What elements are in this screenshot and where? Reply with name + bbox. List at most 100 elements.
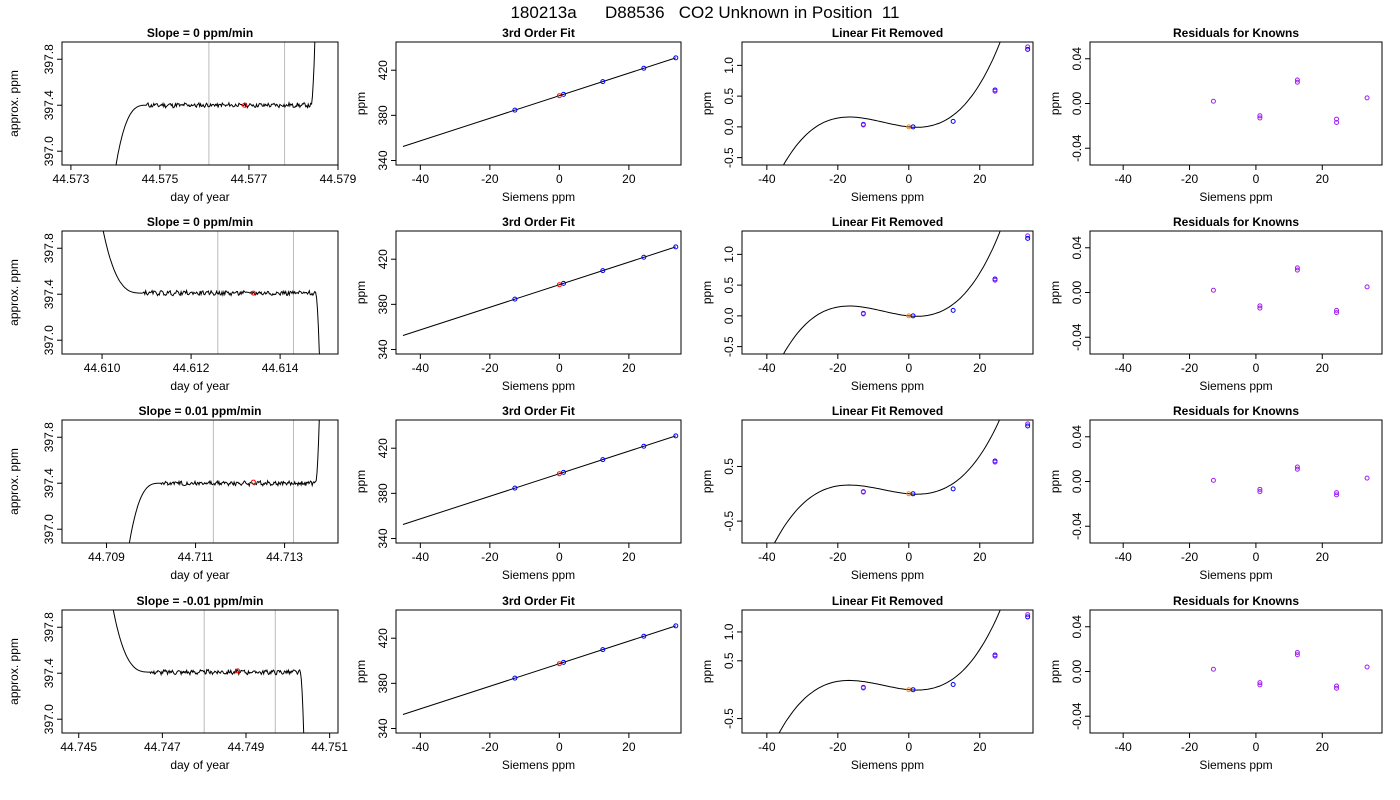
plot-data — [1210, 77, 1370, 126]
data-point — [1334, 310, 1340, 316]
data-point — [561, 280, 567, 286]
x-tick-label: -20 — [829, 361, 847, 375]
x-tick-label: -20 — [481, 550, 499, 564]
x-tick-label: 0 — [556, 172, 563, 186]
panel-2-2: 3rd Order Fit -40 -20 0 20 340 380 420 Siemens p… — [354, 215, 682, 393]
x-tick-label: 20 — [622, 740, 636, 754]
data-point — [600, 457, 606, 463]
data-point — [556, 661, 562, 667]
x-tick-label: 20 — [973, 172, 987, 186]
y-tick-label: 0.0 — [722, 118, 736, 135]
panel-title: Slope = 0 ppm/min — [147, 26, 253, 40]
y-tick-label: 397.0 — [42, 136, 56, 166]
x-tick-label: -40 — [758, 740, 776, 754]
panel-3-4: Residuals for Knowns -40 -20 0 20 -0.04 0.00 0.… — [1048, 404, 1383, 582]
y-tick-label: 420 — [376, 628, 390, 648]
x-tick-label: -40 — [412, 172, 430, 186]
data-point — [1334, 120, 1340, 126]
plot-frame — [1089, 419, 1383, 544]
data-trace — [115, 42, 316, 165]
data-point — [1257, 303, 1263, 309]
y-tick-label: -0.5 — [722, 336, 736, 357]
plot-data — [115, 42, 316, 165]
y-tick-label: 0.00 — [1070, 469, 1084, 493]
x-tick-label: 0 — [905, 361, 912, 375]
x-tick-label: 0 — [556, 361, 563, 375]
x-tick-label: -40 — [1115, 740, 1133, 754]
x-tick-label: 20 — [973, 361, 987, 375]
y-tick-label: 0.5 — [722, 652, 736, 669]
x-tick-label: -20 — [1181, 550, 1199, 564]
data-point — [1334, 116, 1340, 122]
data-point — [641, 443, 647, 449]
data-point — [673, 55, 679, 61]
x-tick-label: 0 — [556, 550, 563, 564]
x-axis-label: day of year — [170, 568, 229, 582]
data-point — [1334, 685, 1340, 691]
data-point — [860, 489, 866, 495]
data-point — [1257, 113, 1263, 119]
x-tick-label: 0 — [556, 740, 563, 754]
data-point — [950, 486, 956, 492]
y-tick-label: 397.0 — [42, 514, 56, 544]
data-point — [1294, 265, 1300, 271]
data-point — [860, 311, 866, 317]
panel-title: Slope = 0 ppm/min — [147, 215, 253, 229]
cubic-curve — [782, 231, 1001, 354]
y-tick-label: 397.0 — [42, 325, 56, 355]
y-axis-label: approx. ppm — [7, 638, 21, 705]
y-tick-label: 397.4 — [42, 468, 56, 498]
y-tick-label: 340 — [376, 528, 390, 548]
y-axis-label: ppm — [354, 92, 368, 115]
plot-frame — [741, 230, 1034, 355]
y-tick-label: -0.04 — [1070, 134, 1084, 162]
data-point — [1364, 95, 1370, 101]
x-tick-label: 0 — [1253, 740, 1260, 754]
data-point — [1294, 652, 1300, 658]
panel-title: 3rd Order Fit — [502, 26, 575, 40]
data-point — [1294, 464, 1300, 470]
plot-data — [402, 623, 679, 715]
x-tick-label: 0 — [1253, 361, 1260, 375]
data-point — [512, 107, 518, 113]
x-axis-label: Siemens ppm — [851, 568, 924, 582]
y-axis-label: ppm — [1048, 92, 1062, 115]
data-point — [1294, 649, 1300, 655]
plot-frame — [61, 419, 339, 544]
x-tick-label: 44.747 — [144, 740, 181, 754]
y-tick-label: 397.4 — [42, 279, 56, 309]
x-tick-label: 20 — [622, 361, 636, 375]
cubic-curve — [778, 610, 1001, 733]
plot-frame — [395, 230, 682, 355]
y-tick-label: -0.04 — [1070, 512, 1084, 540]
panel-3-2: 3rd Order Fit -40 -20 0 20 340 380 420 Siemens p… — [354, 404, 682, 582]
x-tick-label: 20 — [1316, 550, 1330, 564]
y-tick-label: 397.4 — [42, 90, 56, 120]
plot-data — [112, 610, 305, 733]
x-tick-label: 44.709 — [88, 550, 125, 564]
panel-2-3: Linear Fit Removed -40 -20 0 20 -0.5 0.0 0.5 1.0… — [700, 215, 1034, 393]
y-axis-label: ppm — [700, 660, 714, 683]
data-point — [1334, 492, 1340, 498]
x-tick-label: 44.711 — [178, 550, 214, 564]
plot-data — [1210, 649, 1370, 691]
data-point — [673, 623, 679, 629]
plot-frame — [61, 230, 339, 355]
data-point — [950, 307, 956, 313]
data-point — [1257, 489, 1263, 495]
x-axis-label: Siemens ppm — [1199, 758, 1272, 772]
panel-2-1: Slope = 0 ppm/min 44.610 44.612 44.614 397.0… — [7, 215, 339, 393]
data-point — [1025, 233, 1031, 239]
panel-4-1: Slope = -0.01 ppm/min 44.745 44.747 44.749 4… — [7, 594, 348, 772]
panel-1-3: Linear Fit Removed -40 -20 0 20 -0.5 0.0 0.5 1.0… — [700, 26, 1034, 204]
data-point — [1257, 680, 1263, 686]
x-tick-label: 0 — [905, 172, 912, 186]
x-tick-label: 44.614 — [262, 361, 299, 375]
data-point — [1210, 666, 1216, 672]
data-point — [950, 118, 956, 124]
data-point — [556, 282, 562, 288]
y-tick-label: 397.4 — [42, 658, 56, 688]
x-tick-label: -40 — [1115, 172, 1133, 186]
x-tick-label: 0 — [905, 550, 912, 564]
panel-title: Residuals for Knowns — [1173, 404, 1299, 418]
